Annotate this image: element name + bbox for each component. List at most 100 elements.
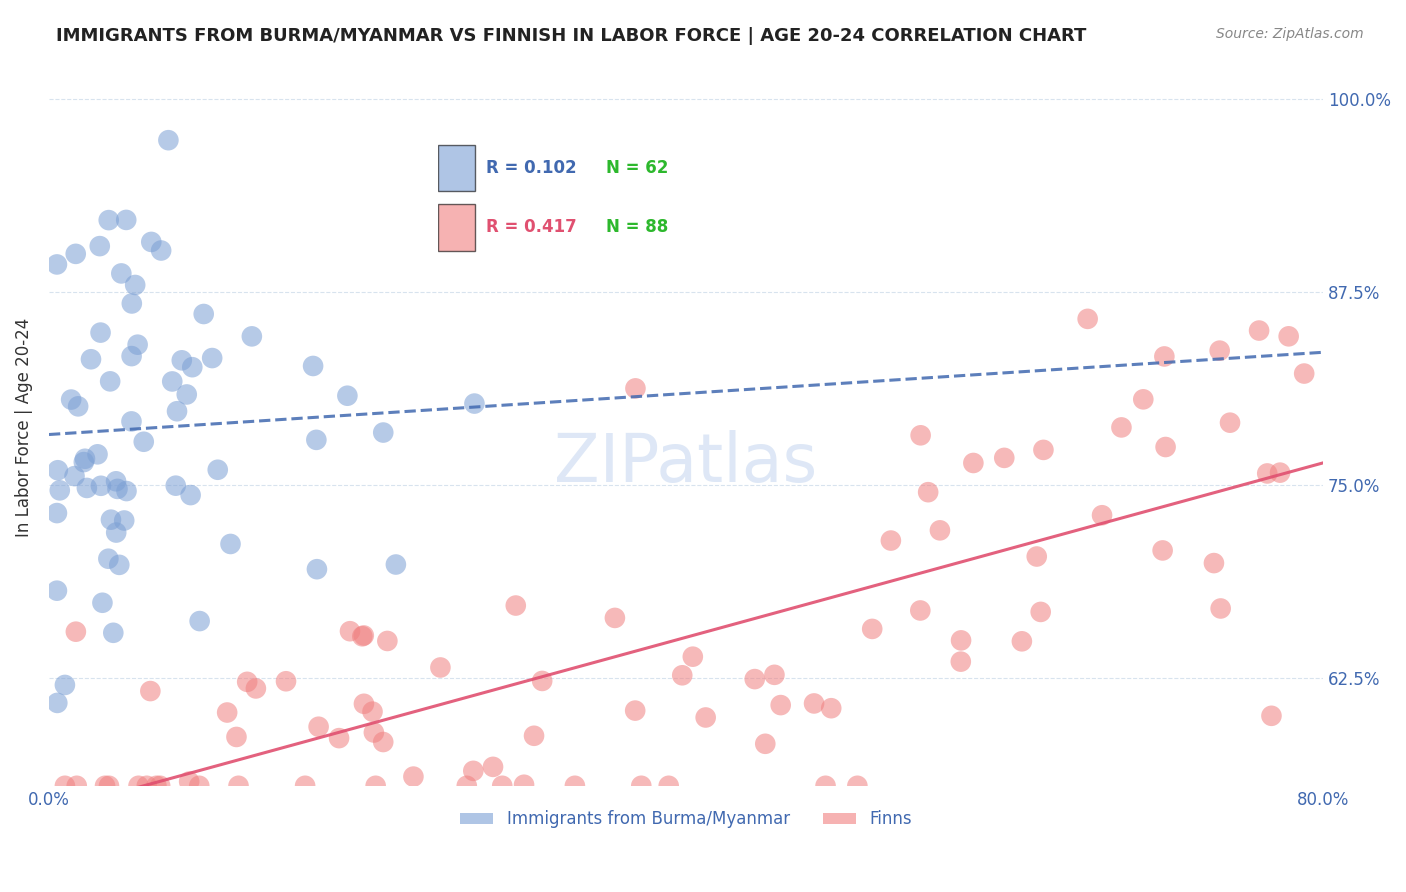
Point	[820, 701, 842, 715]
Point	[880, 533, 903, 548]
Point	[624, 381, 647, 395]
Point	[145, 779, 167, 793]
Point	[180, 488, 202, 502]
Point	[45, 583, 67, 598]
Point	[564, 779, 586, 793]
Point	[127, 337, 149, 351]
Point	[846, 779, 869, 793]
Point	[105, 475, 128, 489]
Point	[207, 463, 229, 477]
Text: Source: ZipAtlas.com: Source: ZipAtlas.com	[1216, 27, 1364, 41]
Point	[110, 267, 132, 281]
Point	[188, 779, 211, 793]
Point	[531, 673, 554, 688]
Point	[193, 307, 215, 321]
Point	[115, 213, 138, 227]
Point	[763, 668, 786, 682]
Point	[139, 684, 162, 698]
Point	[274, 674, 297, 689]
Point	[1202, 556, 1225, 570]
Point	[513, 778, 536, 792]
Point	[45, 506, 67, 520]
Point	[353, 628, 375, 642]
Point	[115, 484, 138, 499]
Point	[112, 514, 135, 528]
Point	[308, 720, 330, 734]
Point	[429, 660, 451, 674]
Point	[1294, 367, 1316, 381]
Point	[245, 681, 267, 696]
Point	[1132, 392, 1154, 407]
Point	[302, 359, 325, 373]
Point	[86, 447, 108, 461]
Point	[505, 599, 527, 613]
Point	[73, 455, 96, 469]
Point	[76, 481, 98, 495]
Point	[53, 779, 76, 793]
Point	[121, 349, 143, 363]
Point	[141, 235, 163, 249]
Point	[377, 634, 399, 648]
Point	[121, 414, 143, 428]
Point	[402, 770, 425, 784]
Point	[201, 351, 224, 365]
Y-axis label: In Labor Force | Age 20-24: In Labor Force | Age 20-24	[15, 318, 32, 537]
Point	[328, 731, 350, 745]
Point	[65, 247, 87, 261]
Point	[100, 513, 122, 527]
Point	[1025, 549, 1047, 564]
Point	[98, 375, 121, 389]
Point	[603, 611, 626, 625]
Point	[910, 603, 932, 617]
Point	[179, 774, 201, 789]
Point	[910, 428, 932, 442]
Point	[682, 649, 704, 664]
Point	[103, 625, 125, 640]
Point	[236, 674, 259, 689]
Point	[90, 479, 112, 493]
Point	[73, 451, 96, 466]
Point	[769, 698, 792, 712]
Point	[1029, 605, 1052, 619]
Point	[1219, 416, 1241, 430]
Point	[1032, 442, 1054, 457]
Point	[46, 463, 69, 477]
Point	[107, 482, 129, 496]
Point	[1278, 329, 1301, 343]
Point	[60, 392, 83, 407]
Point	[1256, 467, 1278, 481]
Point	[65, 624, 87, 639]
Point	[463, 764, 485, 778]
Point	[1091, 508, 1114, 523]
Point	[1154, 440, 1177, 454]
Point	[49, 483, 72, 498]
Point	[695, 710, 717, 724]
Point	[128, 779, 150, 793]
Point	[385, 558, 408, 572]
Legend: Immigrants from Burma/Myanmar, Finns: Immigrants from Burma/Myanmar, Finns	[453, 804, 920, 835]
Point	[630, 779, 652, 793]
Point	[98, 779, 121, 793]
Point	[1077, 311, 1099, 326]
Point	[162, 375, 184, 389]
Point	[240, 329, 263, 343]
Point	[917, 485, 939, 500]
Point	[63, 469, 86, 483]
Point	[124, 277, 146, 292]
Point	[135, 779, 157, 793]
Point	[305, 562, 328, 576]
Text: IMMIGRANTS FROM BURMA/MYANMAR VS FINNISH IN LABOR FORCE | AGE 20-24 CORRELATION : IMMIGRANTS FROM BURMA/MYANMAR VS FINNISH…	[56, 27, 1087, 45]
Point	[949, 655, 972, 669]
Point	[814, 779, 837, 793]
Point	[361, 705, 384, 719]
Point	[228, 779, 250, 793]
Point	[352, 629, 374, 643]
Point	[170, 353, 193, 368]
Point	[624, 704, 647, 718]
Point	[1268, 466, 1291, 480]
Point	[373, 735, 395, 749]
Point	[166, 404, 188, 418]
Point	[105, 525, 128, 540]
Point	[1208, 343, 1230, 358]
Point	[94, 779, 117, 793]
